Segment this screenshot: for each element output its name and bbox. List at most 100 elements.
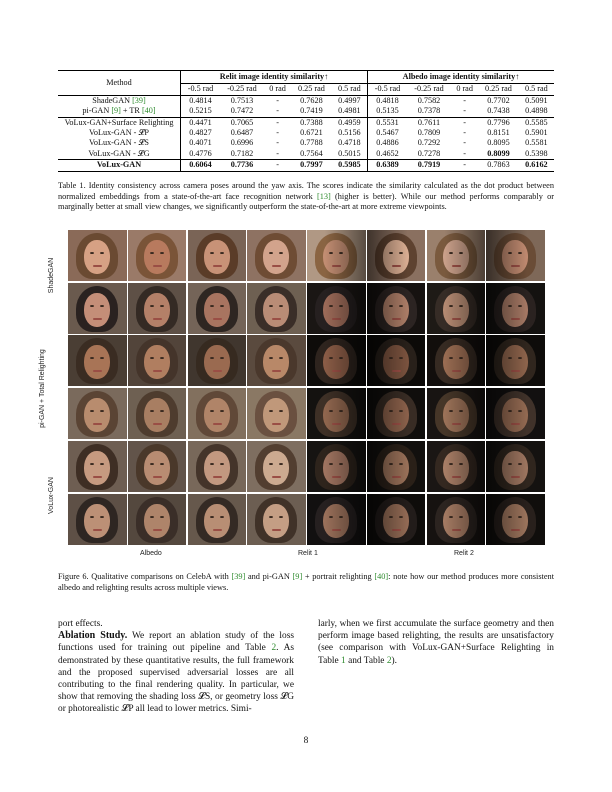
face-thumbnail	[247, 230, 306, 281]
face-thumbnail	[68, 493, 127, 545]
citation-link[interactable]: [39]	[132, 95, 146, 105]
score-cell: 0.4652	[376, 148, 399, 158]
score-cell: 0.7863	[478, 159, 519, 172]
citation-link[interactable]: [40]	[374, 572, 389, 581]
score-cell: 0.7564	[300, 148, 323, 158]
score-cell: 0.5215	[180, 106, 220, 118]
score-cell: 0.5901	[525, 128, 548, 138]
face-thumbnail	[366, 230, 426, 281]
score-cell: 0.6487	[230, 128, 254, 138]
score-cell: 0.6162	[518, 159, 554, 172]
row-label-pigan-tr: pi-GAN + Total Relighting	[38, 349, 46, 428]
face-thumbnail	[247, 493, 306, 545]
angle-header: 0.25 rad	[291, 83, 332, 96]
score-cell: 0.6064	[180, 159, 220, 172]
score-cell: 0.5531	[376, 117, 399, 127]
col-label-relit-2: Relit 2	[454, 550, 474, 557]
face-thumbnail	[366, 493, 426, 545]
table-caption: Table 1. Identity consistency across cam…	[58, 181, 554, 213]
face-thumbnail	[426, 493, 485, 545]
score-cell: 0.7182	[230, 148, 254, 158]
score-cell: 0.5985	[331, 159, 369, 172]
face-thumbnail	[127, 335, 187, 387]
score-cell: 0.6996	[230, 138, 254, 148]
face-thumbnail	[68, 335, 127, 387]
face-thumbnail	[486, 388, 545, 440]
score-cell: -	[463, 128, 466, 138]
angle-header: 0 rad	[451, 83, 479, 96]
angle-header: -0.25 rad	[406, 83, 452, 96]
score-cell: 0.4071	[189, 138, 212, 148]
face-thumbnail	[68, 388, 127, 440]
table-reference-link[interactable]: 2	[271, 643, 277, 654]
table-reference-link[interactable]: 2	[386, 655, 392, 666]
face-thumbnail	[187, 230, 246, 281]
body-text: ).	[391, 655, 397, 666]
score-cell: 0.4818	[376, 95, 399, 105]
score-cell: 0.4827	[189, 128, 212, 138]
angle-header: -0.5 rad	[367, 83, 407, 96]
score-cell: 0.7611	[417, 117, 441, 127]
citation-link[interactable]: [9]	[292, 572, 303, 581]
face-thumbnail	[127, 388, 187, 440]
body-column-right: larly, when we first accumulate the surf…	[318, 618, 554, 667]
score-cell: -	[463, 117, 466, 127]
face-thumbnail	[307, 388, 366, 440]
results-table: Method Relit image identity similarity↑ …	[58, 69, 554, 172]
face-thumbnail	[68, 440, 127, 492]
angle-header: 0.25 rad	[478, 83, 519, 96]
face-thumbnail	[366, 335, 426, 387]
paragraph-end: port effects.	[58, 619, 103, 629]
face-thumbnail	[426, 230, 485, 281]
face-thumbnail	[127, 230, 187, 281]
caption-text: (higher is better). While our method per…	[58, 191, 554, 212]
face-thumbnail	[307, 282, 366, 334]
citation-link[interactable]: [9]	[111, 106, 121, 116]
face-thumbnail	[486, 335, 545, 387]
face-thumbnail	[247, 440, 306, 492]
score-cell: 0.6389	[367, 159, 407, 172]
albedo-group-header: Albedo image identity similarity↑	[367, 69, 554, 85]
citation-link[interactable]: [13]	[316, 191, 331, 201]
score-cell: 0.8151	[487, 128, 510, 138]
row-label-shadegan: ShadeGAN	[48, 257, 56, 294]
method-cell: VoLux-GAN	[58, 159, 181, 172]
table-row: VoLux-GAN+Surface Relighting 0.4471 0.7065…	[58, 117, 554, 129]
score-cell: -	[276, 95, 279, 105]
angle-header: -0.25 rad	[219, 83, 265, 96]
score-cell: -	[463, 148, 466, 158]
citation-link[interactable]: [39]	[231, 572, 246, 581]
caption-text: and pi-GAN	[245, 572, 293, 581]
page-number: 8	[303, 736, 309, 746]
caption-text: Table 1. Identity consistency across cam…	[58, 181, 554, 201]
score-cell: 0.4997	[331, 95, 369, 107]
method-header: Method	[58, 70, 181, 96]
face-thumbnail	[68, 282, 127, 334]
citation-link[interactable]: [40]	[141, 106, 156, 116]
score-cell: 0.5091	[525, 95, 548, 105]
score-cell: 0.7919	[406, 159, 452, 172]
face-thumbnail	[486, 282, 545, 334]
score-cell: 0.7378	[406, 106, 452, 118]
face-thumbnail	[187, 282, 246, 334]
method-cell: ShadeGAN [39]	[58, 95, 181, 107]
score-cell: 0.7292	[417, 138, 441, 148]
table-reference-link[interactable]: 1	[341, 655, 346, 666]
score-cell: -	[276, 128, 279, 138]
face-image-grid	[68, 230, 546, 546]
method-cell: VoLux-GAN - 𝓛S	[58, 138, 181, 149]
table-row: VoLux-GAN - 𝓛G 0.4776 0.7182 - 0.7564 0.5015 0…	[58, 148, 554, 160]
face-thumbnail	[68, 230, 127, 281]
score-cell: 0.7513	[230, 95, 254, 105]
face-thumbnail	[187, 388, 246, 440]
angle-header: 0.5 rad	[518, 83, 554, 96]
score-cell: 0.7278	[417, 148, 441, 158]
face-thumbnail	[307, 335, 366, 387]
score-cell: 0.7796	[487, 117, 510, 127]
score-cell: 0.5015	[331, 148, 369, 160]
score-cell: 0.6721	[300, 128, 323, 138]
score-cell: -	[463, 138, 466, 148]
body-text: larly, when we first accumulate the surf…	[318, 619, 554, 666]
face-thumbnail	[486, 230, 545, 281]
score-cell: -	[276, 138, 279, 148]
